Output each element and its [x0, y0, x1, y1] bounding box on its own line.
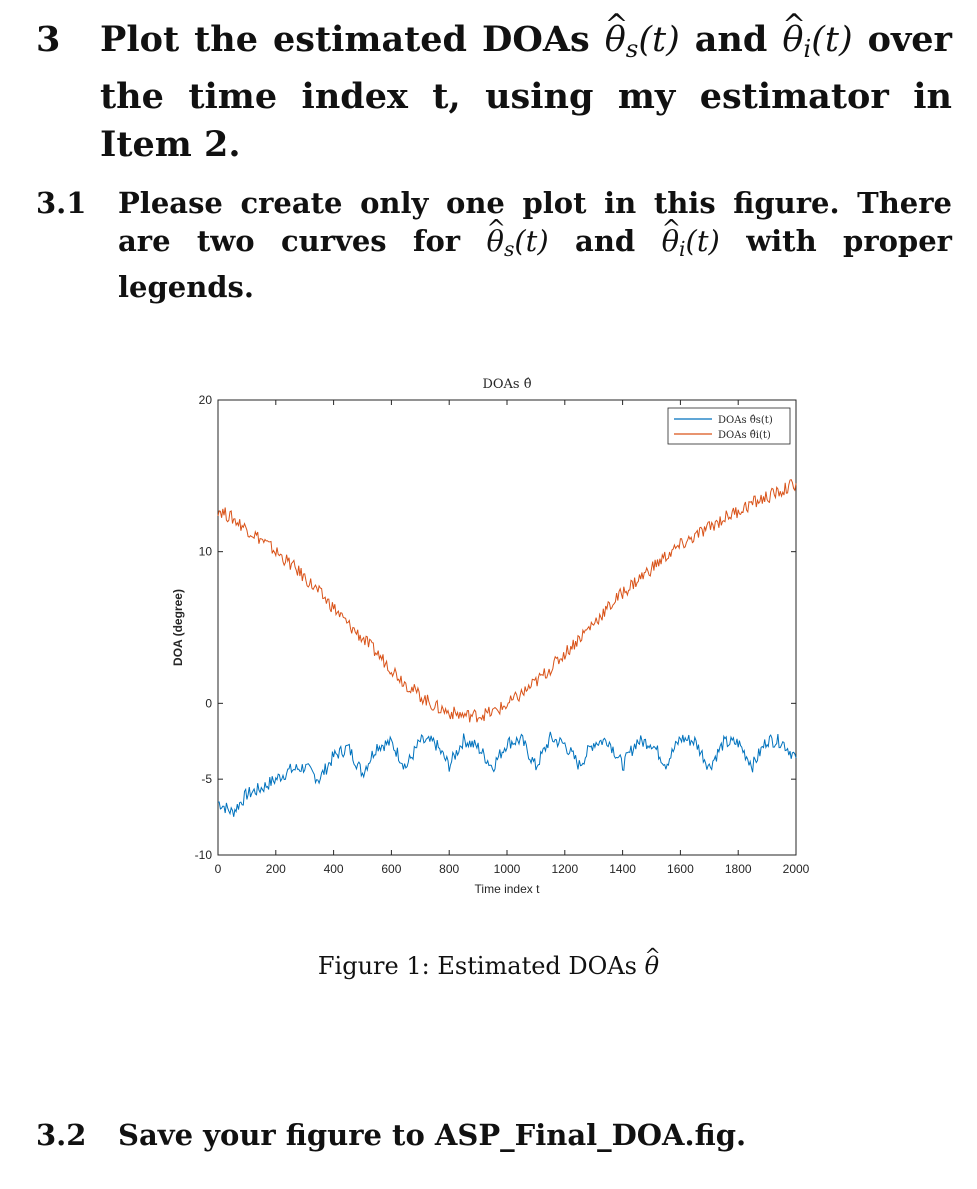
title-part-1: Please create only one plot in this figu… [118, 186, 952, 258]
y-tick-label: 20 [199, 393, 213, 407]
theta-hat-s: ^ θ [604, 8, 629, 60]
title-and: and [694, 19, 768, 60]
title-part-2: over the time index t, using my estimato… [100, 19, 952, 166]
caption-text: Estimated DOAs [437, 952, 637, 980]
x-tick-label: 0 [215, 862, 222, 876]
title-and: and [575, 224, 636, 258]
x-tick-label: 600 [381, 862, 401, 876]
theta-hat-i: ^ θ [661, 214, 681, 258]
figure-1: 0 200 400 600 800 1000 1200 1400 1600 1800 2000 -10… [160, 370, 820, 910]
x-tick-label: 1800 [725, 862, 752, 876]
y-tick-label: 10 [199, 545, 213, 559]
series-line-s [218, 731, 797, 817]
x-tick-label: 1000 [494, 862, 521, 876]
x-tick-label: 800 [439, 862, 459, 876]
title-part-1: Plot the estimated DOAs [100, 19, 590, 60]
theta-hat-i: ^ θ [782, 8, 806, 60]
figure-caption: Figure 1: Estimated DOAs ^ θ [0, 944, 977, 982]
legend-box [667, 407, 791, 445]
caption-theta-hat: ^ θ [644, 944, 661, 980]
caption-label: Figure 1: [317, 952, 430, 980]
section-title: Save your figure to ASP_Final_DOA.fig. [118, 1118, 747, 1152]
x-tick-label: 2000 [783, 862, 810, 876]
legend-label: DOAs θ̂s(t) [718, 415, 773, 426]
x-tick-label: 400 [324, 862, 344, 876]
x-tick-label: 1600 [667, 862, 694, 876]
x-tick-label: 200 [266, 862, 286, 876]
section-number: 3.1 [36, 186, 87, 220]
chart-title: DOAs θ̂ [482, 377, 531, 392]
title-part-2: with proper legends. [118, 224, 952, 305]
y-axis-label: DOA (degree) [171, 589, 185, 666]
section-number: 3 [36, 19, 61, 60]
doa-line-chart: 0 200 400 600 800 1000 1200 1400 1600 1800 2000-10… [171, 377, 810, 896]
section-number: 3.2 [36, 1118, 87, 1152]
legend-label: DOAs θ̂i(t) [718, 430, 771, 441]
series-line-i [217, 478, 797, 723]
y-tick-label: 0 [205, 696, 212, 710]
x-tick-label: 1400 [609, 862, 636, 876]
y-tick-label: -10 [195, 848, 213, 862]
section-title: Please create only one plot in this figu… [118, 186, 952, 305]
x-tick-label: 1200 [551, 862, 578, 876]
y-tick-label: -5 [201, 772, 212, 786]
x-axis-label: Time index t [475, 882, 541, 896]
section-title: Plot the estimated DOAs ^ θs(t) and ^ θi(t… [100, 8, 952, 166]
theta-hat-s: ^ θ [486, 214, 506, 258]
plot-area-frame [217, 399, 797, 856]
